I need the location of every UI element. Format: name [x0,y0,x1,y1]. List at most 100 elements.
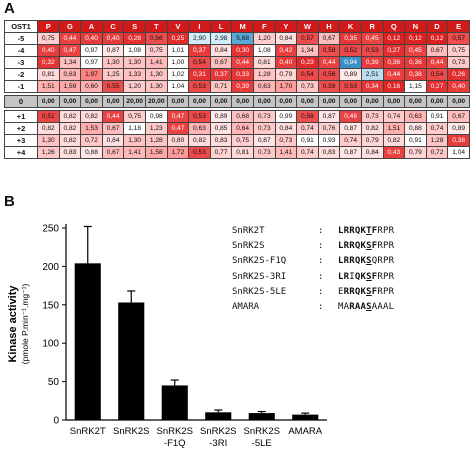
heatmap-row: +4 1,26 0,83 0,88 0,67 1,41 1,58 1,72 0,53 0,77 0,… [4,146,470,159]
heatmap-cell: 0,74 [382,110,406,123]
heatmap-cell: 1,02 [166,68,190,81]
heatmap-cell: 0,57 [447,32,470,45]
heatmap-row-label: 0 [4,95,38,108]
heatmap-cell: 1,26 [37,146,60,159]
heatmap-corner-label: OST1 [4,20,38,33]
heatmap-cell: 0,00 [188,95,211,108]
heatmap-cell: 0,56 [144,32,168,45]
x-tick-label: -F1Q [164,438,186,449]
heatmap-cell: 0,94 [339,56,362,69]
heatmap-cell: 0,97 [80,56,103,69]
heatmap-column-header: P [37,20,60,33]
heatmap-cell: 0,00 [425,95,449,108]
heatmap-column-header: I [188,20,211,33]
heatmap-cell: 0,00 [404,95,427,108]
heatmap-cell: 1,25 [101,68,125,81]
sequence-colon: : [318,286,324,297]
heatmap-cell: 0,00 [447,95,470,108]
heatmap-column-header: M [231,20,254,33]
heatmap-cell: 0,72 [425,146,449,159]
heatmap-cell: 0,88 [80,146,103,159]
heatmap-row: +3 1,30 0,82 0,72 0,84 1,30 1,28 0,80 0,82 0,83 0,… [4,134,470,147]
heatmap-cell: 0,36 [404,56,427,69]
heatmap-cell: 0,91 [425,110,449,123]
heatmap-cell: 0,25 [166,32,190,45]
heatmap-cell: 0,67 [317,32,341,45]
heatmap-cell: 0,53 [188,146,211,159]
x-tick-label: SnRK2S [157,426,193,437]
heatmap-cell: 0,26 [447,68,470,81]
heatmap-cell: 0,39 [360,56,384,69]
heatmap-cell: 0,38 [447,134,470,147]
bar [292,414,319,420]
heatmap-row: -5 0,75 0,44 0,40 0,40 0,28 0,56 0,25 2,90 2,98 5,… [4,32,470,45]
heatmap-row-label: +1 [4,110,38,123]
heatmap-column-header: D [425,20,449,33]
heatmap-cell: 0,59 [317,44,341,57]
x-tick-label: SnRK2S [244,426,280,437]
heatmap-cell: 0,73 [447,56,470,69]
heatmap-cell: 1,51 [37,80,60,93]
heatmap-cell: 0,37 [209,68,233,81]
heatmap-cell: 1,70 [274,80,298,93]
heatmap-row-label: -5 [4,32,38,45]
heatmap-cell: 1,01 [166,44,190,57]
heatmap-cell: 0,53 [188,110,211,123]
sequence-value: LRIQKSFRPR [338,271,395,282]
heatmap-column-header: W [296,20,319,33]
sequence-value: ERRQKSFRPR [338,286,395,297]
bar [118,302,145,420]
kinase-activity-bar-chart: 0 50 100 150 200 250 Kinase activity (pmole P.m… [7,224,327,449]
heatmap-cell: 0,75 [37,32,60,45]
heatmap-cell: 0,34 [360,80,384,93]
heatmap-cell: 0,91 [296,134,319,147]
heatmap-cell: 1,97 [80,68,103,81]
heatmap-cell: 0,53 [360,44,384,57]
heatmap-cell: 1,30 [101,56,125,69]
heatmap-cell: 0,35 [339,32,362,45]
heatmap-cell: 0,59 [317,80,341,93]
heatmap-cell: 0,38 [404,68,427,81]
heatmap-cell: 0,73 [360,110,384,123]
heatmap-cell: 0,83 [317,146,341,159]
heatmap-column-header: V [166,20,190,33]
heatmap-row: +1 0,51 0,82 0,82 0,44 0,75 0,98 0,47 0,53 0,89 0,… [4,110,470,123]
heatmap-cell: 0,00 [274,95,298,108]
heatmap-cell: 2,98 [209,32,233,45]
heatmap-cell: 0,82 [188,134,211,147]
heatmap-cell: 1,28 [252,68,276,81]
heatmap-row: -1 1,51 1,59 0,60 0,55 1,20 1,30 1,04 0,53 0,71 0,… [4,80,470,93]
sequence-colon: : [318,226,324,236]
heatmap-cell: 0,64 [231,122,254,135]
heatmap-cell: 0,00 [360,95,384,108]
heatmap-cell: 0,55 [101,80,125,93]
heatmap-cell: 1,41 [123,146,146,159]
heatmap-cell: 1,20 [252,32,276,45]
heatmap-cell: 1,08 [252,44,276,57]
heatmap-cell: 0,47 [166,122,190,135]
heatmap-cell: 1,30 [123,134,146,147]
heatmap-cell: 1,20 [123,80,146,93]
sequence-name: SnRK2S-3RI [232,271,287,282]
heatmap-cell: 0,45 [360,32,384,45]
heatmap-cell: 1,04 [447,146,470,159]
heatmap-cell: 0,53 [188,80,211,93]
heatmap-cell: 0,82 [58,134,82,147]
heatmap-column-header: S [123,20,146,33]
heatmap-cell: 0,40 [101,32,125,45]
y-tick-label: 200 [42,262,59,273]
heatmap-column-header: A [80,20,103,33]
heatmap-cell: 0,84 [274,32,298,45]
y-tick-label: 100 [42,339,59,350]
heatmap-cell: 0,67 [209,56,233,69]
heatmap-cell: 0,85 [209,122,233,135]
x-tick-label: SnRK2S [113,426,149,437]
heatmap-cell: 0,80 [166,134,190,147]
heatmap-cell: 0,93 [317,134,341,147]
heatmap-cell: 0,30 [231,44,254,57]
heatmap-cell: 0,84 [209,44,233,57]
heatmap-row-label: -2 [4,68,38,81]
heatmap-cell: 0,31 [188,68,211,81]
heatmap-cell: 0,54 [425,68,449,81]
heatmap-cell: 1,51 [382,122,406,135]
